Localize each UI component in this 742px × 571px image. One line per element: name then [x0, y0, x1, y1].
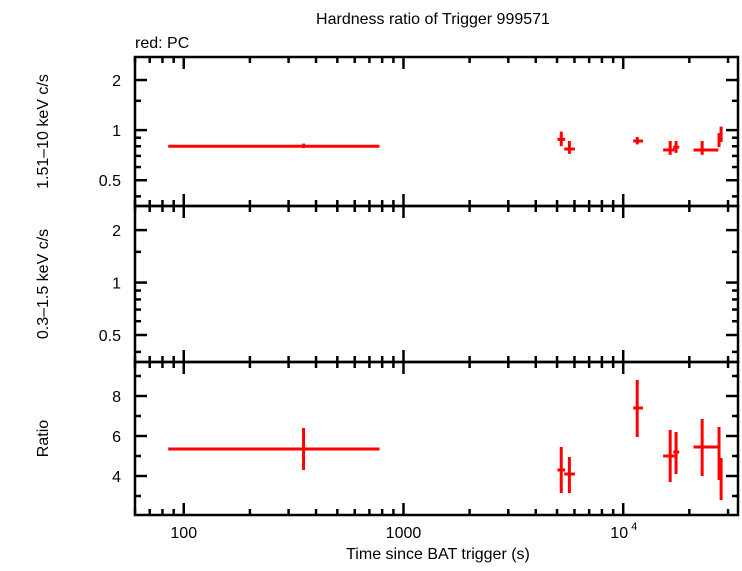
chart-title: Hardness ratio of Trigger 999571	[316, 11, 550, 28]
y-axis-label: 0.3–1.5 keV c/s	[35, 229, 52, 339]
y-tick-label: 4	[112, 469, 121, 486]
legend-note: red: PC	[135, 35, 189, 52]
y-axis-label: Ratio	[35, 420, 52, 457]
y-tick-label: 0.5	[99, 173, 121, 190]
y-tick-label: 2	[112, 73, 121, 90]
x-tick-label: 10	[610, 525, 628, 542]
y-tick-label: 1	[112, 276, 121, 293]
panel-frame	[133, 204, 740, 364]
x-axis-label: Time since BAT trigger (s)	[346, 546, 530, 563]
x-tick-label-exponent: 4	[631, 521, 637, 533]
panel-frame	[133, 360, 740, 517]
y-tick-label: 2	[112, 223, 121, 240]
y-tick-label: 8	[112, 389, 121, 406]
panel-frame	[133, 55, 740, 208]
y-axis-label: 1.51–10 keV c/s	[35, 74, 52, 189]
x-tick-label: 1000	[386, 525, 422, 542]
y-tick-label: 0.5	[99, 328, 121, 345]
y-tick-label: 1	[112, 123, 121, 140]
x-tick-label: 100	[170, 525, 197, 542]
y-tick-label: 6	[112, 429, 121, 446]
